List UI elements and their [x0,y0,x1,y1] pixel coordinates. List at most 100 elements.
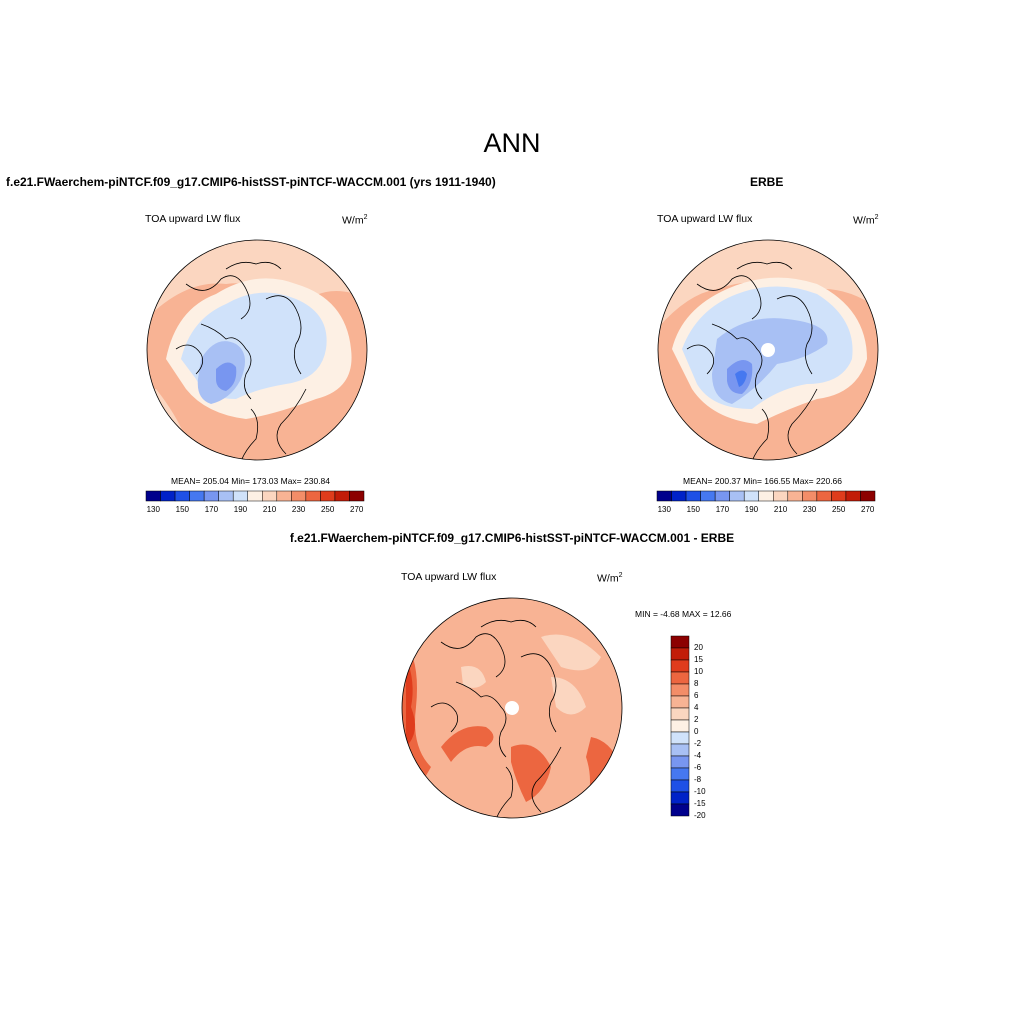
obs-colorbar-tick-label: 170 [715,505,730,514]
diff-field-8-europe [511,744,551,802]
diff-colorbar-box [670,779,690,793]
obs-colorbar-box [700,490,716,502]
obs-colorbar-tick-label: 250 [831,505,846,514]
diff-field-2-c [461,666,486,688]
model-colorbar-box [291,490,307,502]
obs-colorbar-tick-label: 190 [744,505,759,514]
diff-field-2-b [551,677,586,715]
diff-coastlines [430,619,562,818]
model-colorbar-tick-label: 210 [262,505,277,514]
obs-colorbar-box [671,490,687,502]
diff-variable-label: TOA upward LW flux [401,571,497,583]
model-colorbar-box [247,490,263,502]
diff-colorbar-box [670,719,690,733]
diff-case-title: f.e21.FWaerchem-piNTCF.f09_g17.CMIP6-his… [289,531,735,545]
diff-colorbar-tick-label: -20 [694,811,706,820]
diff-colorbar-box [670,659,690,673]
model-colorbar-box [218,490,234,502]
diff-colorbar-box [670,767,690,781]
model-colorbar-box [174,490,190,502]
model-colorbar-box [160,490,176,502]
diff-colorbar-tick-label: 2 [694,715,699,724]
model-colorbar-tick-label: 190 [233,505,248,514]
diff-colorbar-tick-label: -8 [694,775,702,784]
model-case-title: f.e21.FWaerchem-piNTCF.f09_g17.CMIP6-his… [6,175,496,189]
model-colorbar-box [334,490,350,502]
diff-colorbar-box [670,755,690,769]
model-colorbar-box [145,490,161,502]
obs-map-border [657,239,879,461]
model-colorbar-tick-label: 250 [320,505,335,514]
obs-colorbar-box [743,490,759,502]
obs-stats: MEAN= 200.37 Min= 166.55 Max= 220.66 [683,476,843,486]
obs-colorbar-box [802,490,818,502]
diff-colorbar-tick-label: 10 [694,667,703,676]
diff-colorbar-box [670,731,690,745]
obs-units-label: W/m2 [853,214,879,227]
diff-polar-map [401,597,623,819]
diff-field-10-west [406,657,415,747]
model-colorbar [145,490,365,502]
model-colorbar-box [232,490,248,502]
obs-colorbar-tick-label: 150 [686,505,700,514]
diff-colorbar-tick-label: 20 [694,643,703,652]
diff-colorbar-box [670,803,690,817]
diff-colorbar-tick-label: 8 [694,679,699,688]
model-colorbar-ticks: 130 150 170 190 210 230 250 270 [146,505,364,517]
obs-pole-hole [761,343,775,357]
obs-colorbar [656,490,876,502]
model-colorbar-box [203,490,219,502]
diff-colorbar-tick-label: -2 [694,739,702,748]
obs-colorbar-ticks: 130 150 170 190 210 230 250 270 [657,505,875,517]
obs-colorbar-box [845,490,861,502]
model-colorbar-box [305,490,321,502]
obs-colorbar-box [758,490,774,502]
obs-colorbar-box [860,490,876,502]
diff-colorbar-box [670,743,690,757]
diff-colorbar-tick-label: -6 [694,763,702,772]
model-field-180 [216,362,237,391]
obs-variable-label: TOA upward LW flux [657,213,753,225]
diff-colorbar-box [670,695,690,709]
diff-field-2-a [541,634,601,671]
model-colorbar-tick-label: 150 [175,505,189,514]
model-coastlines [175,261,307,460]
obs-colorbar-tick-label: 270 [861,505,875,514]
obs-colorbar-tick-label: 230 [802,505,817,514]
model-variable-label: TOA upward LW flux [145,213,241,225]
diff-colorbar-box [670,671,690,685]
diff-colorbar-tick-label: -4 [694,751,702,760]
diff-units-label: W/m2 [597,572,623,585]
diff-stats: MIN = -4.68 MAX = 12.66 [635,609,732,619]
model-colorbar-tick-label: 170 [204,505,219,514]
model-colorbar-box [262,490,278,502]
obs-colorbar-box [787,490,803,502]
obs-coastlines [686,261,818,460]
diff-colorbar-tick-label: 15 [694,655,703,664]
model-colorbar-box [320,490,336,502]
obs-colorbar-box [773,490,789,502]
diff-colorbar-ticks: 20 15 10 8 6 4 2 0 -2 -4 -6 -8 -10 -15 -20 [694,636,724,820]
obs-colorbar-box [729,490,745,502]
diff-colorbar [670,635,690,817]
diff-colorbar-tick-label: -10 [694,787,706,796]
diff-colorbar-tick-label: 0 [694,727,699,736]
model-colorbar-tick-label: 270 [350,505,364,514]
diff-colorbar-box [670,707,690,721]
obs-colorbar-tick-label: 130 [657,505,671,514]
obs-colorbar-box [714,490,730,502]
model-colorbar-box [189,490,205,502]
model-units-label: W/m2 [342,214,368,227]
obs-polar-map [657,239,879,461]
model-colorbar-tick-label: 130 [146,505,160,514]
model-colorbar-box [276,490,292,502]
page-title: ANN [483,128,541,158]
diff-field-8-labrador [441,726,494,762]
model-stats: MEAN= 205.04 Min= 173.03 Max= 230.84 [171,476,331,486]
diff-colorbar-tick-label: 4 [694,703,699,712]
obs-case-title: ERBE [750,175,784,189]
diff-colorbar-tick-label: -15 [694,799,706,808]
obs-colorbar-box [656,490,672,502]
diff-colorbar-box [670,647,690,661]
obs-colorbar-box [685,490,701,502]
